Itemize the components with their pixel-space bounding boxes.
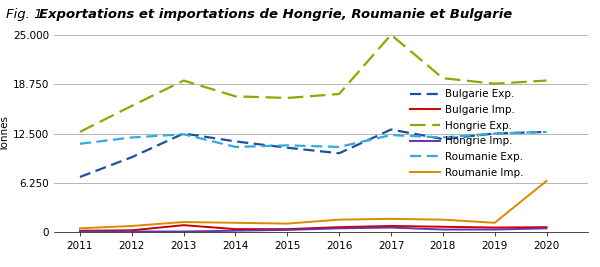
Y-axis label: Tonnes: Tonnes: [0, 116, 10, 151]
Legend: Bulgarie Exp., Bulgarie Imp., Hongrie Exp., Hongrie Imp., Roumanie Exp., Roumani: Bulgarie Exp., Bulgarie Imp., Hongrie Ex…: [406, 85, 527, 182]
Text: Fig. 1: Fig. 1: [6, 8, 47, 21]
Text: Exportations et importations de Hongrie, Roumanie et Bulgarie: Exportations et importations de Hongrie,…: [39, 8, 512, 21]
